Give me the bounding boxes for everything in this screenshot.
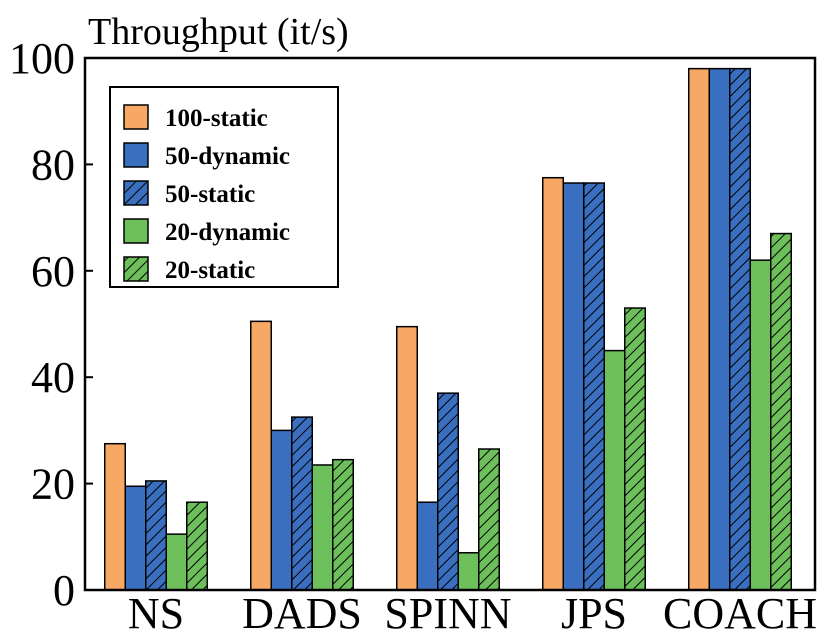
- x-tick-label-ns: NS: [128, 589, 184, 638]
- bar-dads-50-static: [291, 416, 313, 591]
- legend-label-50-static: 50-static: [165, 181, 255, 208]
- bar-coach-50-dynamic: [708, 67, 731, 591]
- bar-jps-20-static: [624, 307, 646, 591]
- bar-coach-20-dynamic: [749, 259, 772, 591]
- y-tick-label-60: 60: [31, 247, 75, 296]
- bar-spinn-20-static: [478, 448, 500, 591]
- x-labels-group: NS DADS SPINN JPS COACH: [128, 589, 817, 638]
- bar-jps-50-dynamic: [562, 182, 585, 591]
- bar-coach-20-static: [770, 232, 792, 591]
- x-tick-label-dads: DADS: [242, 589, 362, 638]
- bar-jps-100-static: [542, 176, 564, 591]
- legend-swatch-20-static: [123, 256, 149, 282]
- legend-swatch-50-static: [123, 180, 149, 206]
- y-ticks-group: 0 20 40 60 80 100: [9, 34, 93, 615]
- plot-frame: [83, 56, 817, 592]
- x-tick-label-coach: COACH: [663, 589, 817, 638]
- bar-coach-50-static: [729, 67, 751, 591]
- legend: 100-static 50-dynamic 50-static 20-dynamic 2…: [109, 86, 339, 288]
- bar-dads-20-static: [332, 458, 354, 591]
- legend-swatch-100-static: [123, 104, 149, 130]
- bar-jps-20-dynamic: [603, 349, 626, 591]
- bar-spinn-100-static: [396, 325, 418, 591]
- legend-label-100-static: 100-static: [165, 105, 268, 132]
- y-tick-label-40: 40: [31, 353, 75, 402]
- bar-ns-100-static: [104, 442, 126, 591]
- x-tick-label-jps: JPS: [561, 589, 627, 638]
- legend-label-50-dynamic: 50-dynamic: [165, 143, 290, 170]
- legend-label-20-dynamic: 20-dynamic: [165, 219, 290, 246]
- bar-spinn-50-dynamic: [416, 501, 439, 591]
- y-tick-label-80: 80: [31, 140, 75, 189]
- bar-jps-50-static: [583, 182, 605, 591]
- bars-group: [104, 67, 792, 591]
- bar-dads-100-static: [250, 320, 272, 591]
- bar-spinn-20-dynamic: [457, 552, 480, 591]
- legend-label-20-static: 20-static: [165, 257, 255, 284]
- y-axis-label: Throughput (it/s): [88, 11, 349, 53]
- x-tick-label-spinn: SPINN: [384, 589, 511, 638]
- y-tick-label-20: 20: [31, 460, 75, 509]
- bar-ns-50-dynamic: [124, 485, 147, 591]
- bar-ns-20-static: [186, 501, 208, 591]
- bar-dads-20-dynamic: [311, 464, 334, 591]
- y-tick-label-100: 100: [9, 34, 75, 83]
- bar-coach-100-static: [688, 67, 710, 591]
- bar-ns-50-static: [145, 480, 167, 591]
- bar-spinn-50-static: [437, 392, 459, 591]
- y-tick-label-0: 0: [53, 566, 75, 615]
- legend-swatch-20-dynamic: [123, 218, 149, 244]
- legend-swatch-50-dynamic: [123, 142, 149, 168]
- bar-dads-50-dynamic: [270, 429, 293, 591]
- bar-ns-20-dynamic: [165, 533, 188, 591]
